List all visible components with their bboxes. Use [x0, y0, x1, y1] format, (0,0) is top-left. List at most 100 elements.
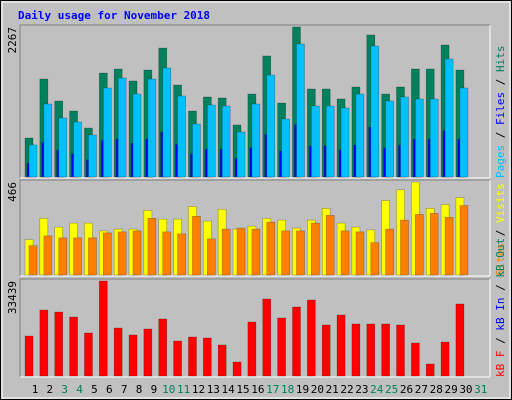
- bar: [311, 105, 320, 178]
- bar: [429, 213, 439, 276]
- bar: [400, 219, 409, 276]
- bar: [207, 104, 216, 178]
- x-tick-label: 19: [296, 383, 309, 396]
- bar: [236, 227, 246, 276]
- bar: [351, 323, 361, 377]
- bar: [459, 205, 469, 276]
- x-tick-label: 17: [266, 383, 279, 396]
- bar: [321, 324, 331, 377]
- bar: [296, 43, 305, 178]
- legend-entry: Visits: [494, 183, 507, 223]
- bar: [311, 222, 320, 276]
- bar: [103, 232, 112, 276]
- bar: [266, 74, 276, 178]
- bar: [117, 231, 127, 276]
- bar: [370, 45, 380, 178]
- legend-entry: Hits: [494, 46, 507, 73]
- bar: [444, 58, 454, 178]
- x-tick-label: 6: [106, 383, 113, 396]
- bar: [117, 77, 127, 178]
- x-tick-label: 16: [251, 383, 264, 396]
- bar: [415, 98, 424, 178]
- bar: [411, 342, 420, 377]
- bar: [429, 98, 439, 178]
- bar: [415, 214, 424, 276]
- legend-separator: /: [494, 223, 507, 243]
- legend-entry: kB In: [494, 298, 507, 331]
- bar: [247, 321, 257, 377]
- bar: [396, 324, 405, 377]
- bar: [336, 314, 346, 377]
- chart-title: Daily usage for November 2018: [18, 9, 210, 22]
- bar: [188, 336, 197, 377]
- x-tick-label: 15: [236, 383, 249, 396]
- x-tick-label: 22: [340, 383, 353, 396]
- x-tick-label: 11: [177, 383, 190, 396]
- bar: [385, 228, 394, 276]
- bar: [103, 87, 112, 178]
- bar: [88, 134, 97, 178]
- bar: [173, 340, 182, 377]
- x-tick-label: 13: [207, 383, 220, 396]
- bar: [158, 318, 168, 377]
- bar: [370, 242, 380, 276]
- x-tick-label: 26: [400, 383, 413, 396]
- bar: [28, 245, 38, 276]
- y-tick-label: 466: [6, 182, 19, 202]
- bar: [281, 118, 290, 178]
- bar: [355, 231, 365, 276]
- bar: [132, 93, 142, 178]
- bar: [84, 332, 93, 377]
- bar: [192, 123, 201, 178]
- bar: [440, 341, 450, 377]
- bar: [113, 327, 123, 377]
- bar: [340, 230, 350, 276]
- x-tick-label: 27: [415, 383, 428, 396]
- bar: [251, 103, 261, 178]
- bar: [99, 280, 108, 377]
- bar: [221, 228, 231, 276]
- bar: [325, 215, 335, 276]
- bar: [381, 323, 390, 377]
- bar: [162, 231, 172, 276]
- bar: [262, 298, 272, 377]
- x-tick-label: 9: [151, 383, 158, 396]
- bar: [251, 228, 261, 276]
- bar: [24, 335, 34, 377]
- legend-separator: /: [494, 125, 507, 145]
- x-tick-label: 30: [459, 383, 472, 396]
- x-tick-label: 23: [355, 383, 368, 396]
- x-tick-label: 12: [192, 383, 205, 396]
- y-tick-label: 2267: [6, 27, 19, 54]
- bar: [281, 230, 290, 276]
- x-tick-label: 24: [370, 383, 384, 396]
- bar: [296, 230, 305, 276]
- bar: [177, 233, 186, 276]
- bar: [459, 87, 469, 178]
- bar: [385, 100, 394, 178]
- bar: [39, 309, 49, 377]
- legend-separator: /: [494, 278, 507, 298]
- bar: [355, 93, 365, 178]
- bar: [162, 67, 172, 178]
- bar: [132, 230, 142, 276]
- legend-entry: kB F: [494, 351, 507, 378]
- bar: [221, 105, 231, 178]
- bar: [128, 334, 138, 377]
- bar: [54, 311, 64, 377]
- legend-entry: Sites: [494, 243, 507, 276]
- bar: [203, 337, 212, 377]
- bar: [28, 144, 38, 178]
- bar: [58, 117, 68, 178]
- x-tick-label: 5: [91, 383, 98, 396]
- x-tick-label: 1: [32, 383, 39, 396]
- bar: [43, 103, 53, 178]
- x-tick-label: 2: [47, 383, 54, 396]
- x-tick-label: 29: [444, 383, 457, 396]
- bar: [207, 238, 216, 276]
- legend: Pages / Files / Hits: [494, 46, 507, 179]
- bar: [292, 306, 301, 377]
- x-tick-label: 8: [136, 383, 143, 396]
